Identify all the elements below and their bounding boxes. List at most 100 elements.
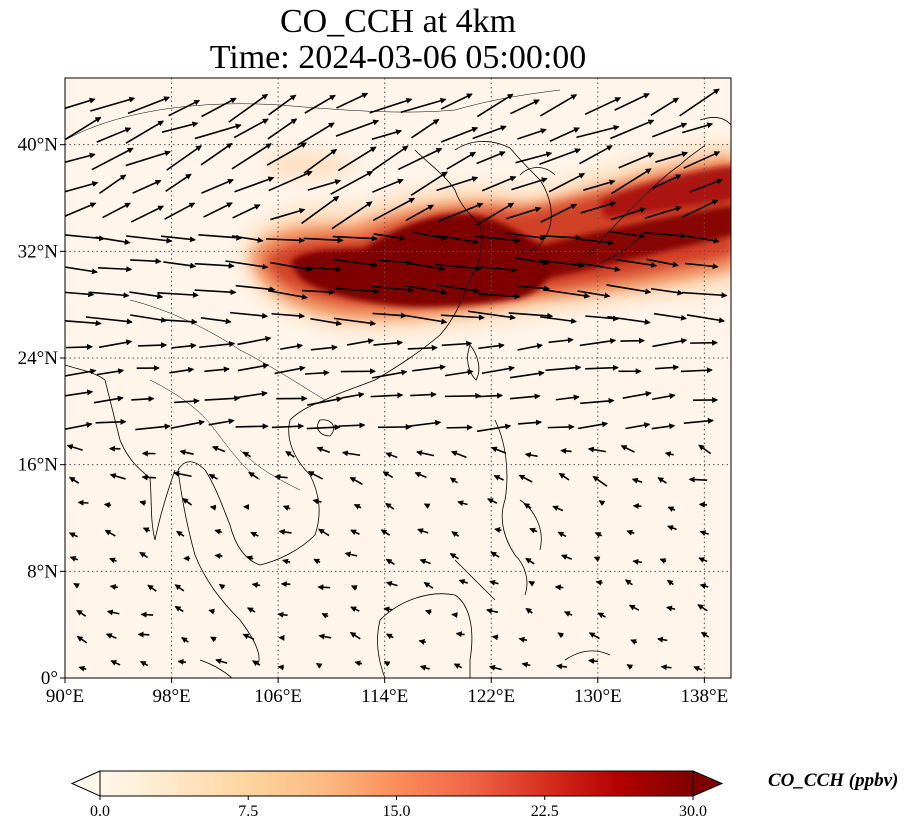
colorbar-tick-label: 22.5	[531, 803, 559, 820]
wind-arrow	[90, 96, 136, 112]
wind-arrow	[666, 579, 674, 586]
wind-arrow	[511, 177, 548, 191]
wind-arrow	[436, 234, 480, 245]
wind-arrow	[687, 235, 720, 244]
wind-arrow	[679, 88, 720, 117]
wind-arrow	[109, 557, 117, 564]
wind-arrow	[560, 554, 573, 560]
colorbar-label: CO_CCH (ppbv)	[768, 770, 899, 791]
wind-arrow	[632, 558, 643, 565]
wind-arrow	[182, 497, 193, 506]
wind-arrow	[194, 262, 235, 269]
wind-arrow	[341, 450, 361, 457]
wind-arrow	[424, 609, 432, 615]
wind-arrow	[545, 364, 582, 372]
wind-arrow	[65, 152, 96, 164]
wind-arrow	[278, 529, 292, 535]
wind-arrow	[211, 445, 226, 453]
wind-arrow	[539, 259, 585, 269]
colorbar-tick-label: 15.0	[383, 803, 411, 820]
wind-arrow	[268, 170, 313, 192]
wind-arrow	[78, 665, 87, 672]
wind-arrow	[698, 557, 708, 563]
wind-arrow	[476, 151, 506, 165]
wind-arrow	[478, 342, 505, 350]
colorbar-tick-label: 30.0	[679, 803, 707, 820]
wind-arrow	[585, 364, 619, 371]
lon-tick-label: 98°E	[152, 686, 190, 707]
wind-arrow	[525, 557, 535, 565]
colorbar-tick-label: 7.5	[238, 803, 258, 820]
wind-arrow	[403, 314, 448, 325]
wind-arrow	[597, 612, 606, 619]
wind-arrow	[622, 390, 652, 399]
wind-arrow	[271, 423, 305, 430]
wind-arrow	[304, 94, 336, 114]
wind-arrow	[76, 609, 87, 617]
wind-arrow	[540, 203, 578, 223]
wind-arrow	[480, 266, 518, 273]
wind-arrow	[333, 258, 379, 268]
wind-arrow	[524, 452, 538, 458]
wind-arrow	[699, 530, 709, 537]
wind-arrow	[455, 631, 465, 638]
wind-arrow	[251, 660, 261, 667]
wind-arrow	[494, 527, 502, 533]
wind-arrow	[630, 639, 638, 645]
wind-arrow	[680, 367, 713, 374]
wind-arrow	[138, 342, 168, 349]
lon-tick-label: 90°E	[46, 686, 84, 707]
wind-arrow	[610, 168, 652, 195]
wind-arrow	[440, 314, 485, 321]
wind-arrow	[65, 181, 99, 193]
wind-arrow	[681, 122, 714, 134]
wind-arrow	[141, 474, 156, 481]
wind-arrow	[598, 500, 606, 507]
wind-arrow	[475, 235, 521, 244]
wind-arrow	[476, 392, 504, 399]
wind-arrow	[683, 417, 714, 424]
wind-arrow	[349, 476, 363, 485]
wind-arrow	[451, 612, 458, 619]
wind-arrow	[523, 502, 532, 509]
wind-arrow	[548, 172, 586, 193]
wind-arrow	[558, 472, 570, 481]
wind-arrow	[656, 636, 668, 643]
wind-arrow	[628, 604, 640, 611]
wind-arrow	[297, 122, 335, 146]
lon-tick-label: 114°E	[361, 686, 408, 707]
wind-arrow	[236, 390, 268, 399]
wind-arrow	[102, 202, 131, 219]
wind-arrow	[446, 424, 473, 431]
wind-arrow	[130, 258, 162, 265]
wind-arrow	[181, 637, 189, 643]
wind-arrow	[666, 605, 676, 612]
wind-arrow	[472, 125, 507, 140]
wind-arrow	[229, 311, 269, 319]
wind-arrow	[173, 470, 192, 478]
colorbar-extend-min	[70, 770, 101, 797]
wind-arrow	[350, 529, 360, 536]
wind-arrow	[274, 474, 288, 481]
wind-arrow	[125, 150, 171, 167]
wind-arrow	[489, 579, 499, 586]
wind-arrow	[699, 583, 709, 590]
wind-arrow	[410, 391, 437, 398]
wind-arrow	[644, 205, 682, 219]
wind-arrow	[268, 94, 297, 116]
wind-arrow	[204, 395, 241, 402]
wind-arrow	[651, 174, 682, 190]
wind-arrow	[436, 284, 481, 294]
lat-tick-label: 16°N	[18, 455, 59, 476]
wind-arrow	[139, 500, 147, 506]
wind-arrow	[610, 119, 655, 140]
wind-arrow	[66, 444, 83, 451]
wind-arrow	[626, 529, 635, 536]
map-title: CO_CCH at 4km	[279, 3, 517, 40]
wind-arrow	[618, 152, 655, 169]
wind-arrow	[125, 120, 165, 144]
wind-arrow	[179, 449, 194, 456]
wind-arrow	[407, 344, 438, 351]
wind-arrow	[218, 583, 226, 590]
